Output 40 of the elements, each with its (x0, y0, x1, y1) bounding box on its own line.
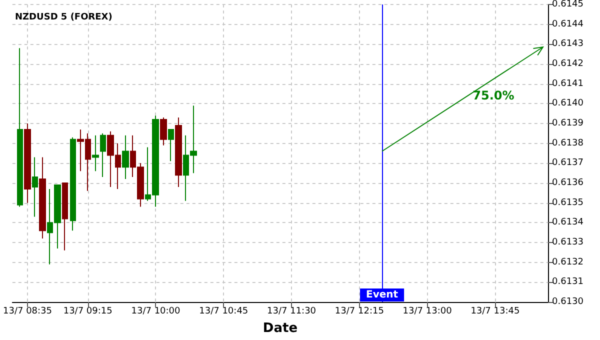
candlestick (62, 182, 68, 251)
y-tick-label: 0.6132 (552, 257, 584, 268)
candlestick (70, 136, 76, 232)
candlestick (24, 123, 31, 204)
y-tick-label: 0.6130 (552, 297, 584, 307)
x-tick-label: 13/7 11:30 (267, 306, 316, 316)
x-tick-label: 13/7 13:45 (470, 306, 520, 316)
candlestick (160, 117, 167, 146)
candlestick (17, 48, 23, 208)
y-tick-label: 0.6139 (552, 118, 584, 128)
y-tick-label: 0.6145 (552, 0, 584, 10)
x-tick-label: 13/7 10:45 (199, 306, 248, 316)
y-tick-label: 0.6134 (552, 218, 584, 228)
candlestick (92, 134, 99, 172)
y-tick-label: 0.6140 (552, 98, 584, 109)
y-tick-label: 0.6138 (552, 138, 584, 148)
y-tick-label: 0.6136 (552, 178, 584, 188)
y-tick-label: 0.6143 (552, 39, 584, 50)
x-axis-title: Date (262, 321, 298, 336)
y-tick-label: 0.6141 (552, 78, 584, 89)
candlestick (122, 134, 129, 180)
x-tick-label: 13/7 10:00 (131, 306, 181, 316)
y-tick-label: 0.6142 (552, 59, 584, 69)
y-tick-label: 0.6135 (552, 198, 584, 208)
x-tick-label: 13/7 12:15 (334, 306, 384, 316)
candlestick (32, 156, 38, 218)
text: NZDUSD 5 (FOREX) (15, 12, 112, 22)
ref-line-label: Event (366, 290, 398, 300)
x-tick-label: 13/7 13:00 (402, 306, 452, 316)
y-tick-label: 0.6144 (552, 19, 584, 30)
annotation: 75.0% (472, 88, 514, 103)
candlestick (100, 132, 106, 178)
y-tick-label: 0.6133 (552, 238, 584, 248)
x-tick-label: 13/7 08:35 (2, 306, 52, 316)
x-tick-label: 13/7 09:15 (63, 306, 112, 316)
y-tick-label: 0.6137 (552, 158, 584, 168)
candlestick (175, 117, 182, 188)
candlestick (39, 156, 46, 240)
y-tick-label: 0.6131 (552, 277, 584, 288)
candlestick (168, 128, 174, 162)
